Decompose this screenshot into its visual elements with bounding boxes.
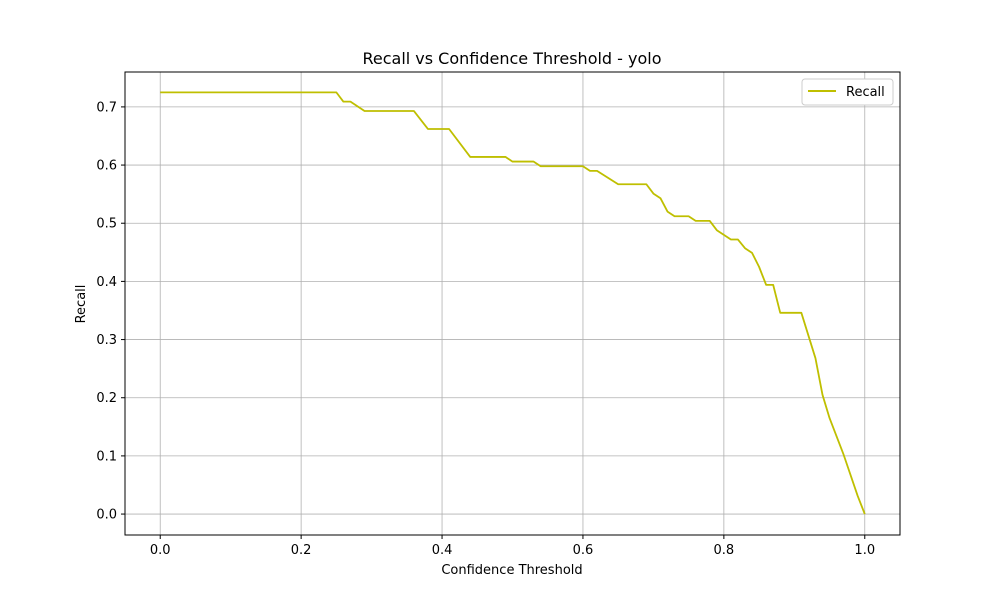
legend: Recall [801, 78, 894, 106]
y-tick-label: 0.0 [96, 508, 117, 523]
y-tick-label: 0.6 [96, 159, 117, 174]
x-tick-label: 0.0 [150, 543, 171, 558]
legend-box [801, 78, 894, 106]
x-tick-label: 0.6 [573, 543, 594, 558]
series-layer [160, 91, 866, 515]
y-tick-label: 0.3 [96, 333, 117, 348]
y-tick-label: 0.1 [96, 449, 117, 464]
grid [125, 72, 900, 535]
x-tick-label: 0.2 [291, 543, 312, 558]
legend-label-recall: Recall [846, 85, 885, 100]
chart-title: Recall vs Confidence Threshold - yolo [362, 49, 661, 68]
y-tick-label: 0.5 [96, 217, 117, 232]
plot-frame [124, 71, 901, 536]
y-axis-label: Recall [74, 285, 89, 324]
x-axis-label: Confidence Threshold [441, 563, 582, 578]
x-tick-label: 0.4 [432, 543, 453, 558]
y-tick-label: 0.4 [96, 275, 117, 290]
y-tick-label: 0.2 [96, 391, 117, 406]
x-tick-label: 1.0 [854, 543, 875, 558]
plot-background [125, 72, 900, 535]
x-axis: 0.0 0.2 0.4 0.6 0.8 1.0 [150, 535, 875, 558]
y-axis: 0.0 0.1 0.2 0.3 0.4 0.5 0.6 0.7 [96, 100, 125, 523]
y-tick-label: 0.7 [96, 100, 117, 115]
x-tick-label: 0.8 [714, 543, 735, 558]
series-line-recall [160, 91, 866, 515]
